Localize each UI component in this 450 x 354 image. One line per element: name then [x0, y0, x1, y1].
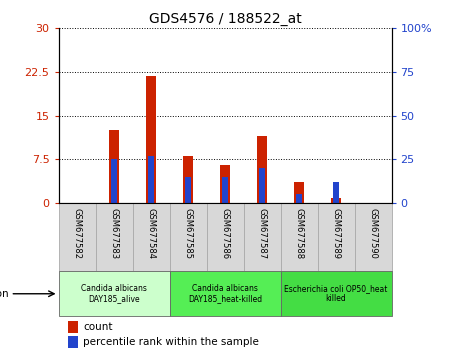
Bar — [259, 168, 265, 203]
Text: GSM677584: GSM677584 — [147, 208, 156, 259]
Bar — [170, 271, 280, 316]
Bar — [58, 203, 95, 271]
Bar — [280, 203, 318, 271]
Text: count: count — [84, 322, 113, 332]
Bar — [95, 203, 132, 271]
Text: GSM677590: GSM677590 — [369, 208, 378, 259]
Text: Candida albicans
DAY185_alive: Candida albicans DAY185_alive — [81, 284, 147, 303]
Bar — [185, 177, 191, 203]
Text: GSM677582: GSM677582 — [72, 208, 81, 259]
Bar — [294, 182, 304, 203]
Bar — [184, 156, 193, 203]
Bar — [243, 203, 280, 271]
Bar — [68, 321, 78, 333]
Bar — [148, 156, 154, 203]
Bar — [296, 194, 302, 203]
Bar — [280, 271, 392, 316]
Bar — [58, 271, 170, 316]
Text: GSM677588: GSM677588 — [294, 208, 303, 259]
Bar — [257, 136, 266, 203]
Text: GSM677585: GSM677585 — [184, 208, 193, 259]
Bar — [207, 203, 243, 271]
Bar — [318, 203, 355, 271]
Text: GSM677586: GSM677586 — [220, 208, 230, 259]
Bar — [220, 165, 230, 203]
Bar — [146, 76, 156, 203]
Text: percentile rank within the sample: percentile rank within the sample — [84, 337, 259, 347]
Bar — [170, 203, 207, 271]
Text: GSM677589: GSM677589 — [332, 208, 341, 259]
Text: GSM677583: GSM677583 — [109, 208, 118, 259]
Bar — [111, 159, 117, 203]
Text: infection: infection — [0, 289, 9, 299]
Bar — [132, 203, 170, 271]
Bar — [109, 130, 119, 203]
Bar — [222, 177, 228, 203]
Bar — [331, 198, 341, 203]
Bar — [355, 203, 392, 271]
Text: Escherichia coli OP50_heat
killed: Escherichia coli OP50_heat killed — [284, 284, 388, 303]
Bar — [68, 336, 78, 348]
Title: GDS4576 / 188522_at: GDS4576 / 188522_at — [148, 12, 302, 26]
Text: Candida albicans
DAY185_heat-killed: Candida albicans DAY185_heat-killed — [188, 284, 262, 303]
Bar — [333, 182, 339, 203]
Text: GSM677587: GSM677587 — [257, 208, 266, 259]
